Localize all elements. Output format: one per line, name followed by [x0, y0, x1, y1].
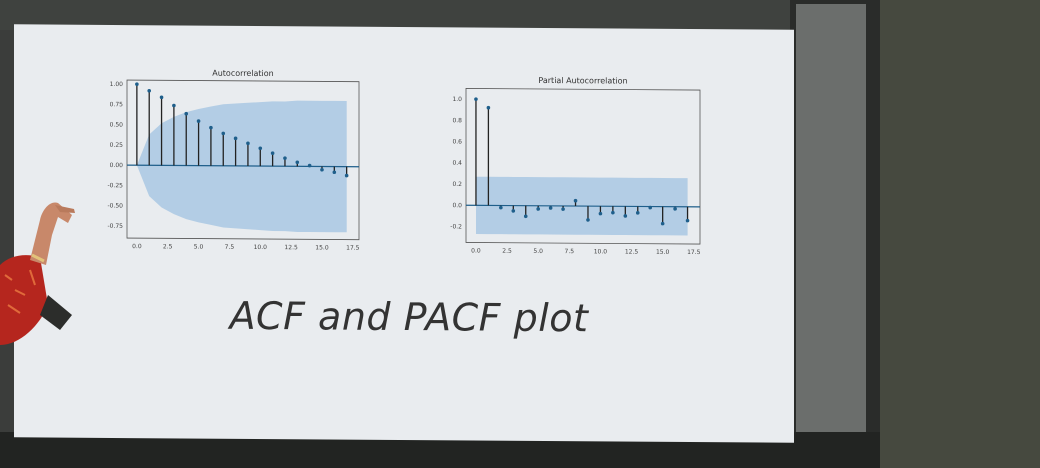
acf-stem-marker — [159, 95, 164, 100]
acf-stem-marker — [258, 146, 263, 151]
acf-x-tick-label: 17.5 — [346, 245, 360, 252]
pacf-y-tick-label: 0.4 — [452, 160, 462, 167]
acf-stem-marker — [246, 141, 250, 146]
acf-x-tick-label: 0.0 — [132, 243, 142, 250]
pacf-x-tick-label: 5.0 — [533, 248, 543, 255]
acf-stem-marker — [307, 163, 312, 168]
acf-plot-frame — [126, 79, 360, 241]
pacf-x-tick-label: 0.0 — [471, 247, 481, 254]
pacf-y-tick-label: 0.6 — [452, 138, 462, 145]
acf-x-tick-label: 5.0 — [194, 244, 204, 251]
pacf-y-tick-label: 0.8 — [452, 117, 462, 124]
acf-x-tick-label: 7.5 — [225, 244, 235, 251]
acf-y-tick-label: -0.50 — [107, 203, 123, 210]
pacf-y-tick-label: 1.0 — [452, 96, 462, 103]
acf-stem-marker — [147, 88, 152, 93]
pacf-stem-marker — [660, 221, 665, 226]
pacf-stem-marker — [474, 97, 478, 101]
pacf-y-tick-label: -0.2 — [450, 223, 462, 230]
pacf-stem-marker — [486, 105, 491, 110]
pacf-stem-marker — [499, 205, 503, 210]
acf-stem-marker — [233, 136, 238, 141]
acf-x-tick-label: 10.0 — [254, 244, 268, 251]
acf-x-tick-label: 15.0 — [315, 244, 329, 251]
acf-y-tick-label: -0.25 — [107, 182, 123, 189]
acf-stem-marker — [172, 103, 176, 108]
acf-stem-marker — [270, 151, 275, 155]
pacf-chart: Partial Autocorrelation 0.0 2.5 5.0 7.5 10.0 1… — [450, 76, 701, 256]
presenter-hand — [0, 202, 75, 345]
room-wall-right — [870, 0, 1040, 468]
acf-stem-marker — [221, 131, 226, 136]
pacf-x-tick-label: 7.5 — [565, 248, 575, 255]
acf-stem-marker — [283, 156, 287, 160]
acf-y-tick-label: 0.75 — [110, 101, 124, 108]
pacf-y-tick-label: 0.0 — [452, 202, 462, 209]
pacf-stem-marker — [598, 211, 603, 216]
acf-zero-line — [127, 164, 359, 168]
pacf-stem-marker — [536, 207, 540, 211]
acf-stem-marker — [209, 125, 213, 130]
pacf-x-tick-label: 12.5 — [625, 249, 639, 256]
pacf-stem-marker — [573, 198, 578, 203]
pacf-stem-marker — [586, 218, 590, 222]
pacf-title: Partial Autocorrelation — [538, 76, 627, 86]
acf-y-tick-label: 0.25 — [110, 142, 124, 149]
pacf-zero-line — [466, 204, 700, 208]
pacf-stem-marker — [673, 207, 677, 211]
screen-side-panel — [796, 4, 866, 459]
pacf-stem-marker — [561, 207, 565, 211]
acf-y-tick-label: 0.50 — [110, 122, 124, 129]
pacf-stem-marker — [623, 214, 628, 218]
pacf-plot-frame — [465, 88, 701, 245]
acf-y-tick-label: 0.00 — [110, 162, 124, 169]
pacf-stem-marker — [548, 206, 553, 210]
slide-caption: ACF and PACF plot — [229, 293, 589, 341]
acf-stem-marker — [135, 82, 139, 86]
pacf-stem-marker — [523, 214, 528, 219]
pacf-x-tick-label: 10.0 — [594, 248, 608, 255]
pacf-stem-marker — [635, 211, 640, 215]
acf-stem-marker — [184, 111, 189, 116]
acf-x-tick-label: 2.5 — [163, 243, 173, 250]
pacf-stem-marker — [511, 209, 516, 213]
acf-stem-marker — [196, 119, 201, 123]
acf-y-tick-label: 1.00 — [110, 81, 124, 88]
pacf-x-tick-label: 17.5 — [687, 249, 701, 256]
pacf-x-tick-label: 2.5 — [502, 248, 512, 255]
pacf-stem-marker — [611, 210, 615, 215]
projected-slide: Autocorrelation 0.0 2.5 5.0 7.5 10.0 12.5 15.0 1… — [14, 24, 794, 443]
pacf-x-tick-label: 15.0 — [656, 249, 670, 256]
acf-stem-marker — [344, 173, 349, 178]
acf-stem-marker — [332, 170, 337, 175]
pacf-stem-marker — [685, 218, 690, 223]
pacf-y-tick-label: 0.2 — [452, 181, 462, 188]
charts-canvas: Autocorrelation 0.0 2.5 5.0 7.5 10.0 12.5 15.0 1… — [107, 69, 701, 256]
pacf-stem-marker — [648, 205, 653, 210]
acf-title: Autocorrelation — [212, 69, 273, 78]
acf-stem-marker — [295, 160, 300, 165]
acf-chart: Autocorrelation 0.0 2.5 5.0 7.5 10.0 12.5 15.0 1… — [107, 69, 360, 252]
acf-x-tick-label: 12.5 — [284, 244, 298, 251]
acf-stem-marker — [320, 167, 324, 172]
acf-y-tick-label: -0.75 — [107, 223, 123, 230]
